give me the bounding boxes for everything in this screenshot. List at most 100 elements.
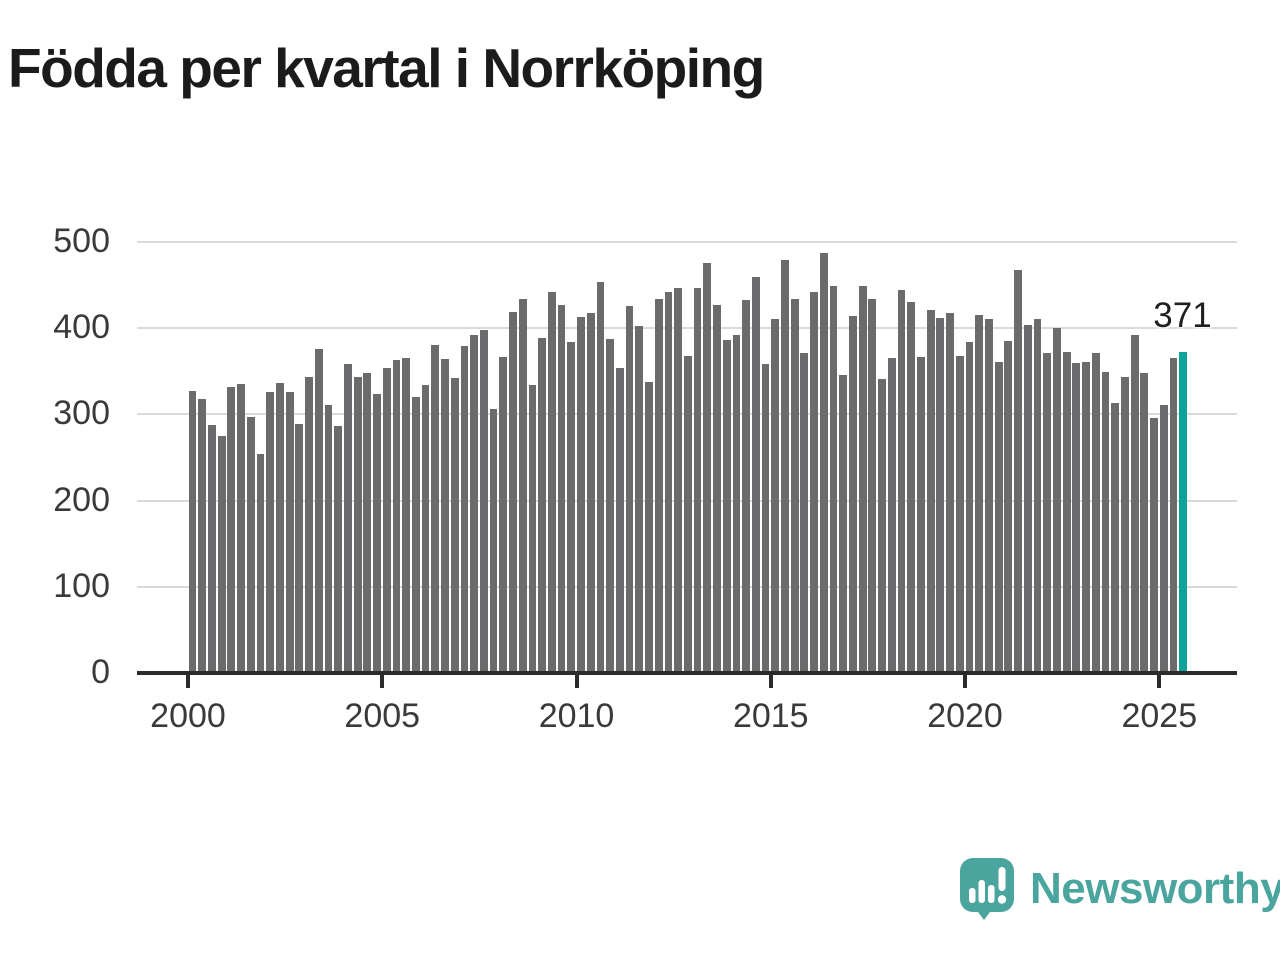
bar-2014Q4 xyxy=(761,364,770,672)
x-axis-label-2010: 2010 xyxy=(538,697,615,735)
bars-layer xyxy=(137,241,1237,672)
x-axis-tick-2015 xyxy=(768,675,773,688)
bar-2009Q1 xyxy=(538,338,547,672)
bar-2000Q3 xyxy=(208,424,216,672)
bar-2017Q1 xyxy=(849,316,857,672)
newsworthy-logo: Newsworthy xyxy=(960,858,1280,920)
bar-2007Q4 xyxy=(489,409,498,672)
x-axis-tick-2000 xyxy=(186,675,190,688)
bar-2018Q1 xyxy=(887,358,896,672)
bar-2012Q2 xyxy=(664,291,673,672)
bar-2009Q3 xyxy=(557,304,566,672)
bar-2024Q3 xyxy=(1140,372,1149,672)
bar-2004Q3 xyxy=(363,372,372,672)
bar-2024Q4 xyxy=(1150,417,1158,672)
bar-2022Q3 xyxy=(1062,352,1071,672)
bar-2021Q1 xyxy=(1004,341,1013,672)
bar-2020Q3 xyxy=(985,319,993,672)
bar-2015Q2 xyxy=(781,259,789,672)
bar-2002Q4 xyxy=(295,423,304,672)
bar-2014Q2 xyxy=(742,300,750,672)
bar-2022Q2 xyxy=(1053,328,1061,672)
bar-2008Q1 xyxy=(499,356,508,672)
y-axis-label-100: 100 xyxy=(53,566,110,605)
bar-2025Q1 xyxy=(1159,404,1168,672)
bar-2017Q3 xyxy=(868,298,877,672)
bar-2013Q4 xyxy=(722,340,731,672)
y-axis-label-500: 500 xyxy=(53,222,110,260)
bar-2014Q3 xyxy=(751,277,760,672)
bar-2004Q4 xyxy=(373,394,381,672)
x-axis-label-2025: 2025 xyxy=(1121,697,1198,735)
bar-2004Q1 xyxy=(344,364,352,672)
bar-2008Q4 xyxy=(528,384,537,672)
highlight-value-label: 371 xyxy=(1153,296,1212,335)
x-axis-tick-2020 xyxy=(963,675,968,688)
bar-2023Q4 xyxy=(1111,403,1120,672)
y-axis-label-200: 200 xyxy=(53,480,110,519)
bar-2008Q3 xyxy=(518,298,527,672)
x-axis-label-2005: 2005 xyxy=(344,697,421,735)
chart-title: Födda per kvartal i Norrköping xyxy=(8,37,765,99)
bar-2001Q2 xyxy=(237,384,245,672)
bar-2019Q3 xyxy=(946,313,954,672)
bar-2015Q4 xyxy=(800,353,809,672)
bar-2003Q3 xyxy=(324,404,333,672)
x-axis-label-2020: 2020 xyxy=(927,697,1003,735)
bar-2022Q1 xyxy=(1043,353,1052,672)
y-axis-label-300: 300 xyxy=(53,394,110,433)
bar-2019Q1 xyxy=(926,309,935,672)
bar-2002Q3 xyxy=(285,391,294,672)
bar-2025Q2 xyxy=(1169,358,1178,672)
bar-2005Q4 xyxy=(411,397,420,672)
bar-2003Q1 xyxy=(305,377,313,672)
bar-2023Q3 xyxy=(1101,372,1110,672)
bar-2011Q3 xyxy=(635,326,644,672)
bar-2021Q3 xyxy=(1023,325,1032,672)
bar-2010Q3 xyxy=(596,281,605,672)
bar-2018Q4 xyxy=(917,357,925,672)
x-axis-tick-2010 xyxy=(574,675,579,688)
bar-2010Q2 xyxy=(586,313,595,672)
bar-2024Q1 xyxy=(1121,377,1129,672)
bar-2022Q4 xyxy=(1072,363,1081,672)
bar-2000Q4 xyxy=(217,435,226,672)
bar-2011Q2 xyxy=(625,305,634,672)
bar-2015Q1 xyxy=(771,319,780,672)
bar-2013Q1 xyxy=(693,288,702,672)
bar-2014Q1 xyxy=(732,334,741,672)
bar-2007Q3 xyxy=(479,329,488,672)
x-axis-line xyxy=(137,671,1237,675)
plot-area xyxy=(137,241,1237,675)
bar-2017Q4 xyxy=(878,378,886,672)
bar-2019Q4 xyxy=(955,355,964,672)
y-axis-label-0: 0 xyxy=(91,653,110,691)
bar-2011Q4 xyxy=(645,382,653,672)
bar-2012Q3 xyxy=(674,288,683,672)
gridline-500 xyxy=(137,241,1237,243)
bar-2023Q1 xyxy=(1082,361,1090,672)
bar-2013Q3 xyxy=(713,304,721,672)
y-axis-label-400: 400 xyxy=(53,308,110,347)
bar-2012Q1 xyxy=(654,298,663,672)
bar-2005Q1 xyxy=(382,367,391,672)
bar-2002Q1 xyxy=(266,391,275,672)
bar-2000Q2 xyxy=(198,398,207,672)
bar-2008Q2 xyxy=(509,311,517,672)
bar-2001Q4 xyxy=(256,453,265,672)
bar-2006Q4 xyxy=(450,378,459,672)
bar-2005Q2 xyxy=(392,359,401,672)
newsworthy-wordmark: Newsworthy xyxy=(1030,864,1280,913)
bar-2000Q1 xyxy=(188,391,197,672)
bar-2016Q4 xyxy=(839,375,848,672)
x-axis-tick-2005 xyxy=(380,675,385,688)
bar-2002Q2 xyxy=(276,383,284,672)
bar-2019Q2 xyxy=(936,317,945,672)
bar-2006Q3 xyxy=(441,359,449,672)
highlighted-bar-2025Q3 xyxy=(1179,352,1188,672)
bar-2006Q2 xyxy=(431,345,440,672)
bar-2017Q2 xyxy=(858,285,867,672)
newsworthy-logo-icon xyxy=(960,858,1014,920)
bar-2012Q4 xyxy=(683,355,692,672)
